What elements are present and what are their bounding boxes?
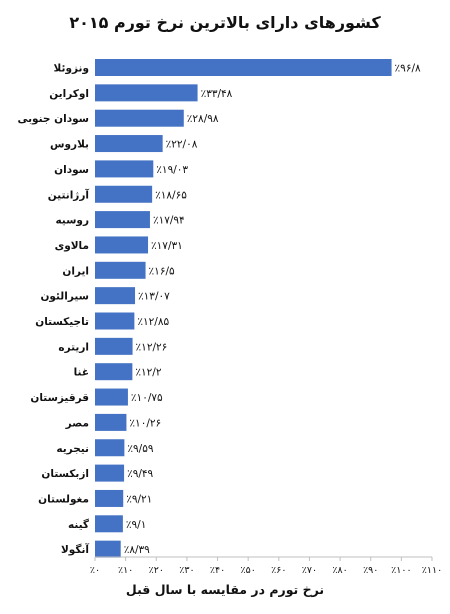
data-label: ٪۹/۵۹	[127, 443, 153, 455]
data-label: ٪۲۸/۹۸	[187, 113, 219, 125]
bar	[95, 84, 198, 102]
x-tick-label: ٪۱۰	[118, 565, 133, 576]
category-label: ایران	[62, 265, 89, 277]
bar	[95, 337, 133, 355]
data-label: ٪۹/۴۹	[127, 468, 153, 480]
data-label: ٪۱۲/۲۶	[136, 341, 168, 353]
data-label: ٪۸/۳۹	[124, 544, 150, 556]
category-label: مالاوی	[55, 240, 89, 252]
data-label: ٪۱۲/۸۵	[137, 316, 169, 328]
category-label: غنا	[74, 367, 89, 379]
bar	[95, 160, 154, 178]
category-label: سودان جنوبی	[17, 113, 89, 125]
category-label: اریتره	[58, 341, 89, 353]
category-label: اوکراین	[49, 88, 89, 100]
bar	[95, 236, 149, 254]
category-label: بلاروس	[50, 139, 89, 151]
data-label: ٪۹۶/۸	[395, 63, 421, 75]
bar	[95, 515, 123, 533]
bars-group	[95, 59, 392, 558]
x-tick-label: ٪۲۰	[149, 565, 164, 576]
category-label: سیرالئون	[40, 291, 89, 303]
data-label: ٪۱۰/۷۵	[131, 392, 163, 404]
category-label: روسیه	[55, 215, 89, 227]
bar	[95, 363, 133, 381]
x-axis: ٪۰ ٪۱۰ ٪۲۰ ٪۳۰ ٪۴۰ ٪۵۰ ٪۶۰ ٪۷۰ ٪۸۰ ٪۹۰ ٪۱۰۰ ٪۱۱۰	[90, 556, 442, 576]
data-label: ٪۳۳/۴۸	[201, 88, 233, 100]
bar	[95, 59, 392, 76]
data-label: ٪۱۳/۰۷	[138, 291, 170, 303]
x-tick-label: ٪۵۰	[241, 565, 256, 576]
category-label: ونزوئلا	[54, 63, 89, 75]
category-label: سودان	[54, 164, 89, 176]
data-label: ٪۱۶/۵	[149, 265, 175, 277]
x-tick-label: ٪۶۰	[271, 565, 286, 576]
bar	[95, 312, 135, 330]
x-tick-label: ٪۱۰۰	[391, 565, 411, 576]
data-label: ٪۱۲/۲	[135, 367, 161, 379]
data-label: ٪۱۸/۶۵	[155, 189, 187, 201]
bar	[95, 261, 146, 279]
bar	[95, 489, 124, 507]
data-label: ٪۲۲/۰۸	[166, 139, 198, 151]
x-tick-label: ٪۹۰	[363, 565, 378, 576]
x-tick-label: ٪۳۰	[179, 565, 194, 576]
x-tick-label: ٪۴۰	[210, 565, 225, 576]
bar	[95, 464, 125, 482]
category-label: گینه	[68, 518, 90, 531]
data-label: ٪۱۷/۹۴	[153, 215, 185, 227]
category-label: ازبکستان	[41, 468, 89, 480]
bar	[95, 135, 163, 153]
bar	[95, 287, 136, 305]
category-label: نیجریه	[56, 443, 89, 455]
x-tick-label: ٪۸۰	[332, 565, 347, 576]
x-tick-label: ٪۰	[90, 565, 100, 576]
data-label: ٪۱۷/۳۱	[151, 240, 183, 252]
bar	[95, 413, 127, 431]
data-label: ٪۱۰/۲۶	[129, 417, 161, 429]
x-axis-label: نرخ تورم در مقایسه با سال قبل	[126, 582, 324, 598]
x-tick-label: ٪۱۱۰	[422, 565, 442, 576]
data-label: ٪۹/۱	[126, 519, 146, 531]
bar	[95, 109, 184, 127]
category-label: آرژانتین	[48, 188, 90, 201]
category-label: آنگولا	[61, 543, 89, 556]
bar	[95, 185, 153, 203]
x-tick-label: ٪۷۰	[302, 565, 317, 576]
bar	[95, 540, 121, 558]
category-labels-group: ونزوئلا اوکراین سودان جنوبی بلاروس سودان آرژا…	[17, 63, 89, 557]
bar	[95, 211, 150, 229]
category-label: مصر	[65, 417, 89, 429]
bar	[95, 439, 125, 457]
chart-title: کشورهای دارای بالاترین نرخ تورم ۲۰۱۵	[69, 13, 381, 32]
category-label: قرقیزستان	[30, 392, 89, 404]
data-label: ٪۱۹/۰۳	[156, 164, 188, 176]
bar	[95, 388, 128, 406]
category-label: مغولستان	[38, 493, 89, 505]
value-labels-group: ٪۹۶/۸ ٪۳۳/۴۸ ٪۲۸/۹۸ ٪۲۲/۰۸ ٪۱۹/۰۳ ٪۱۸/۶۵ ٪۱۷/۹…	[124, 63, 421, 557]
data-label: ٪۹/۲۱	[126, 493, 152, 505]
category-label: تاجیکستان	[35, 316, 89, 328]
